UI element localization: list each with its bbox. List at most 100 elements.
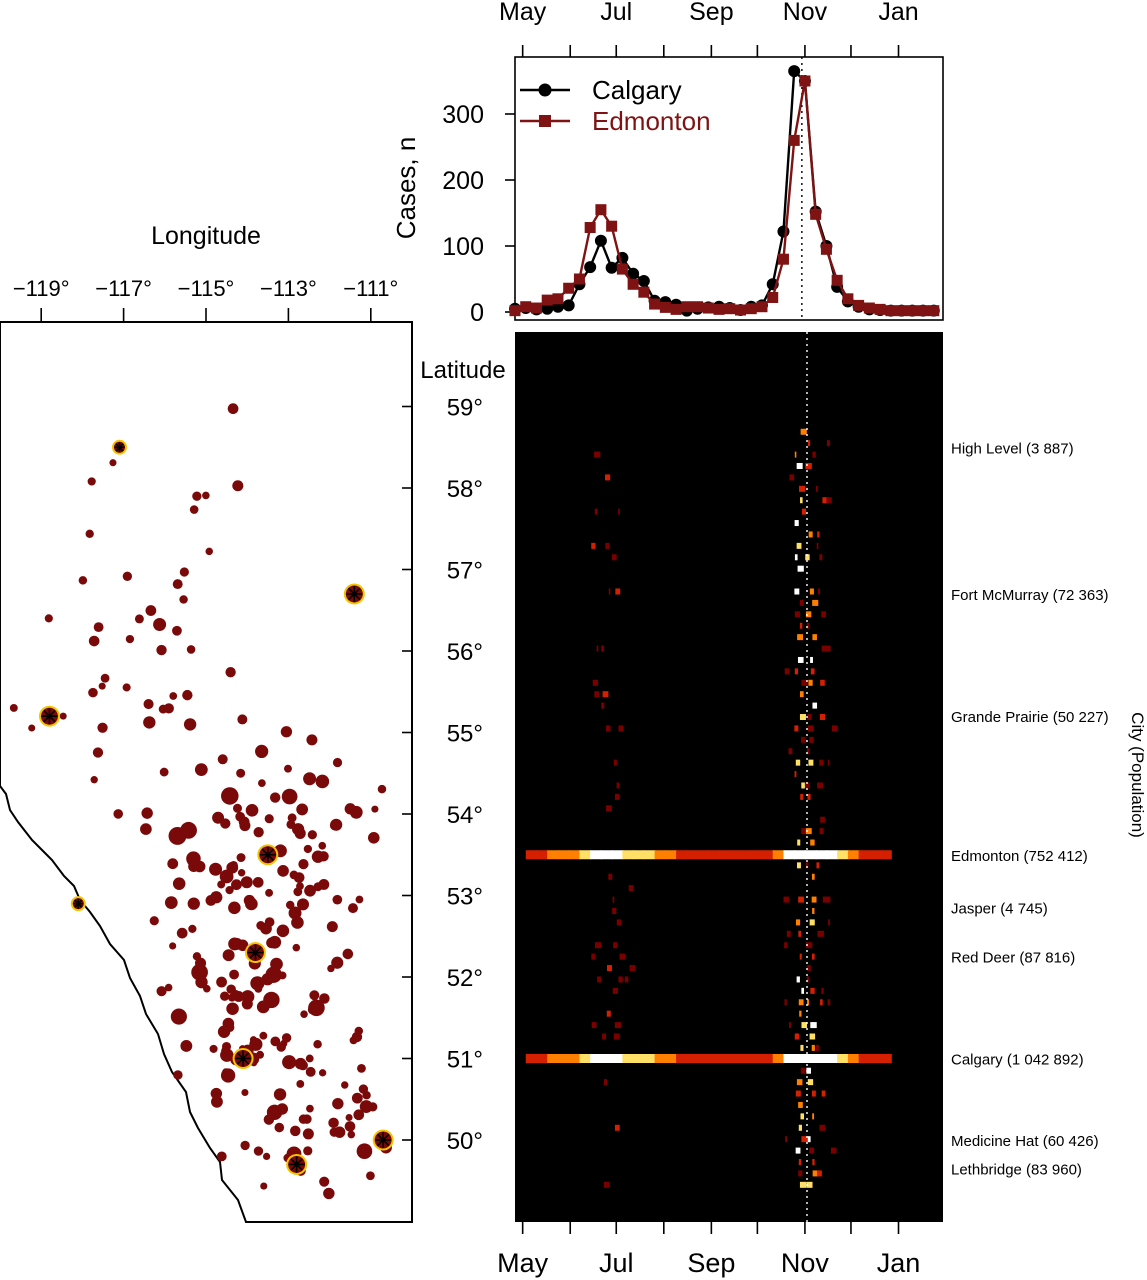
map-longitude-ticks: −119° −117° −115° −113° −111°	[13, 276, 398, 322]
map-x-axis-label: Longitude	[151, 222, 261, 250]
heat-cell-70	[798, 930, 802, 937]
highlight-star-ray-1-3	[348, 587, 361, 601]
town-point-64	[229, 969, 240, 980]
highlight-star-ray-4-3	[74, 899, 83, 908]
time-series-series-group	[509, 65, 940, 317]
town-point-97	[210, 1087, 223, 1100]
town-point-199	[328, 1117, 339, 1129]
heat-band-0-23	[761, 850, 774, 860]
heat-cell-146	[805, 611, 812, 618]
town-point-32	[306, 734, 318, 746]
heat-cell-52	[821, 987, 824, 994]
heat-cell-172	[826, 497, 832, 504]
town-point-91	[291, 916, 304, 929]
heat-band-0-24	[772, 850, 785, 860]
town-point-15	[269, 792, 281, 803]
bottom-tick-label-1: Jul	[599, 1248, 634, 1278]
town-point-195	[302, 1128, 314, 1140]
town-point-58	[296, 803, 309, 816]
heat-cell-95	[819, 828, 824, 835]
town-point-193	[349, 1036, 358, 1045]
heat-band-0-33	[869, 850, 882, 860]
map-highlighted-cities	[38, 439, 394, 1175]
heat-cell-167	[594, 508, 598, 515]
heat-cell-94	[805, 828, 812, 835]
heat-cell-103	[805, 782, 810, 789]
heat-cell-153	[809, 588, 814, 595]
town-point-185	[366, 1171, 375, 1181]
heat-cell-53	[597, 976, 602, 983]
heat-band-1-2	[536, 1054, 549, 1063]
heat-band-0-17	[697, 850, 710, 860]
town-point-260	[192, 491, 202, 501]
lat-tick-label-4: 54°	[447, 802, 483, 829]
town-point-18	[377, 784, 387, 794]
town-point-21	[347, 903, 358, 914]
heat-band-1-7	[590, 1054, 602, 1063]
town-point-71	[255, 744, 269, 759]
heat-band-0-19	[719, 850, 731, 860]
town-point-160	[169, 942, 177, 950]
heat-band-0-4	[557, 850, 570, 860]
town-point-263	[85, 529, 94, 538]
highlight-star-6	[235, 1050, 252, 1067]
town-point-82	[283, 764, 292, 773]
heat-cell-40	[801, 1022, 807, 1029]
town-point-194	[302, 1114, 312, 1124]
heat-cell-31	[811, 1044, 815, 1051]
town-point-73	[332, 894, 343, 905]
town-point-35	[194, 763, 208, 776]
heat-cell-58	[606, 965, 612, 972]
heat-cell-163	[816, 542, 819, 549]
heat-cell-65	[594, 942, 602, 949]
town-point-116	[273, 1088, 287, 1101]
y-tick-label-1: 100	[442, 233, 484, 261]
lat-tick-label-2: 52°	[447, 965, 483, 992]
heatmap-right-axis-label: City (Population)	[1128, 712, 1147, 838]
bottom-tick-label-4: Jan	[877, 1248, 921, 1278]
town-point-216	[351, 1092, 363, 1104]
lat-tick-label-1: 51°	[447, 1047, 483, 1074]
alberta-outline	[0, 321, 413, 1223]
heat-band-1-6	[579, 1054, 592, 1063]
town-point-40	[287, 813, 297, 823]
heat-cell-98	[614, 793, 620, 800]
town-point-154	[226, 1002, 239, 1015]
heat-cell-49	[612, 987, 619, 994]
town-point-206	[357, 1063, 366, 1073]
heat-band-1-30	[837, 1054, 849, 1063]
heatmap-panel: May Jul Sep Nov Jan High Level (3 887) Fort M…	[497, 332, 1147, 1278]
heat-cell-156	[611, 554, 617, 561]
point-calgary-12	[637, 274, 650, 287]
town-point-241	[169, 692, 178, 700]
town-point-101	[303, 1146, 313, 1156]
bottom-tick-label-3: Nov	[781, 1248, 830, 1278]
lon-tick-label-1: −117°	[95, 276, 152, 301]
town-point-157	[309, 990, 320, 1001]
town-point-149	[256, 921, 266, 930]
heat-band-0-7	[590, 850, 602, 860]
heat-cell-154	[818, 588, 820, 595]
heat-band-0-22	[751, 850, 763, 860]
legend-calgary-label: Calgary	[592, 75, 682, 105]
heat-cell-80	[798, 896, 804, 903]
town-point-94	[276, 924, 290, 938]
heat-cell-16	[819, 1124, 826, 1131]
heat-cell-13	[807, 1136, 811, 1143]
top-tick-label-4: Jan	[878, 0, 918, 26]
town-point-243	[134, 614, 144, 624]
town-point-84	[209, 862, 223, 876]
heat-cell-35	[794, 1033, 800, 1040]
point-edmonton-2	[530, 302, 542, 314]
lon-tick-label-0: −119°	[13, 276, 70, 301]
highlight-star-ray-6-3	[236, 1052, 250, 1065]
town-point-240	[183, 718, 197, 731]
heat-cell-109	[819, 759, 824, 766]
time-series-y-axis-label: Cases, n	[391, 137, 421, 240]
heat-cell-30	[800, 1044, 804, 1051]
heat-band-0-26	[794, 850, 806, 860]
heat-cell-144	[806, 622, 810, 629]
town-point-134	[307, 1005, 318, 1015]
town-point-169	[176, 927, 188, 939]
heat-cell-170	[800, 497, 803, 504]
